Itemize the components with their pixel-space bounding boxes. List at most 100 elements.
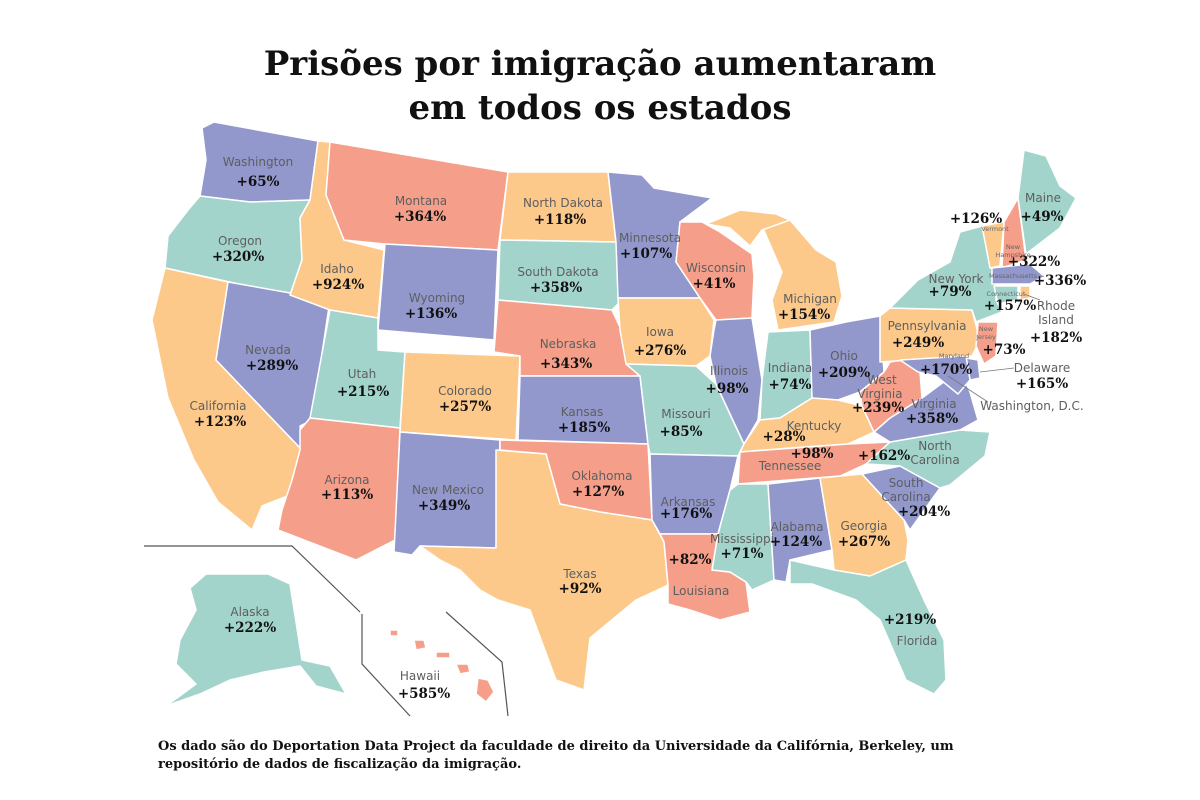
label-tennessee: Tennessee [758,459,822,473]
leader-delaware [979,367,1015,373]
value-vermont: +126% [950,211,1002,227]
label-massachusetts: Massachusetts [989,272,1038,280]
value-hawaii: +585% [398,686,450,702]
alaska-inset-frame [144,545,361,613]
label-michigan: Michigan [783,292,837,306]
value-alaska: +222% [224,620,276,636]
state-hawaii-oahu [413,639,427,651]
value-georgia: +267% [838,534,890,550]
label-south-carolina-2: Carolina [881,490,930,504]
state-wisconsin [675,221,755,321]
value-maryland: +170% [920,362,972,378]
state-michigan [761,219,843,331]
value-new-hampshire: +322% [1008,254,1060,270]
label-maine: Maine [1025,191,1061,205]
state-maine [1017,149,1077,255]
label-ohio: Ohio [830,349,858,363]
label-dc: Washington, D.C. [980,399,1083,413]
label-minnesota: Minnesota [619,231,681,245]
label-wyoming: Wyoming [409,291,465,305]
value-tennessee: +98% [791,446,834,462]
state-south-carolina [861,465,941,531]
label-vermont: Vermont [981,225,1009,233]
label-new-mexico: New Mexico [412,483,484,497]
label-alaska: Alaska [230,605,269,619]
leader-massachusetts [1037,275,1045,279]
label-virginia: Virginia [911,397,956,411]
state-massachusetts [991,263,1045,285]
label-utah: Utah [348,367,376,381]
leader-dc [947,375,989,403]
label-hawaii: Hawaii [400,669,440,683]
value-wyoming: +136% [405,306,457,322]
state-hawaii-kauai [389,629,399,637]
state-south-dakota [497,239,623,311]
label-idaho: Idaho [320,262,353,276]
label-kentucky: Kentucky [787,419,842,433]
value-michigan: +154% [778,307,830,323]
value-alabama: +124% [770,534,822,550]
label-south-carolina-1: South [889,476,924,490]
value-west-virginia: +239% [852,400,904,416]
state-hawaii-maui [455,663,471,675]
value-minnesota: +107% [620,246,672,262]
value-nebraska: +343% [540,356,592,372]
label-missouri: Missouri [661,407,710,421]
value-idaho: +924% [312,277,364,293]
state-vermont [981,221,1005,269]
state-hawaii-molokai [435,651,451,659]
value-ohio: +209% [818,365,870,381]
leader-rhode-island [1023,293,1041,301]
label-montana: Montana [395,194,447,208]
label-texas: Texas [562,567,596,581]
label-new-hampshire-1: New [1006,243,1021,251]
label-rhode-island-2: Island [1038,313,1074,327]
value-arkansas: +176% [660,506,712,522]
source-footnote: Os dado são do Deportation Data Project … [158,739,954,772]
value-washington: +65% [237,174,280,190]
value-california: +123% [194,414,246,430]
value-montana: +364% [394,209,446,225]
value-north-carolina: +162% [858,448,910,464]
label-north-dakota: North Dakota [523,196,603,210]
value-mississippi: +71% [721,546,764,562]
label-maryland: Maryland [939,352,969,360]
label-west-virginia-1: West [867,373,897,387]
state-texas [419,449,669,691]
value-missouri: +85% [660,424,703,440]
label-pennsylvania: Pennsylvania [888,319,967,333]
value-new-mexico: +349% [418,498,470,514]
label-new-hampshire-2: Hampshire [995,251,1030,259]
label-new-jersey-1: New [979,325,994,333]
label-wisconsin: Wisconsin [686,261,746,275]
value-kentucky: +28% [763,429,806,445]
hawaii-inset-frame-right [445,611,509,717]
label-connecticut: Connecticut [987,290,1026,298]
label-arizona: Arizona [324,473,369,487]
label-arkansas: Arkansas [661,495,716,509]
map-title: Prisões por imigração aumentaram em todo… [0,42,1200,130]
label-new-york: New York [929,272,984,286]
value-maine: +49% [1021,209,1064,225]
state-hawaii-island [475,677,495,703]
value-nevada: +289% [246,358,298,374]
state-connecticut [993,285,1019,305]
label-washington: Washington [223,155,294,169]
value-iowa: +276% [634,343,686,359]
value-delaware: +165% [1016,376,1068,392]
value-arizona: +113% [321,487,373,503]
value-pennsylvania: +249% [892,335,944,351]
label-oklahoma: Oklahoma [571,469,632,483]
value-oregon: +320% [212,249,264,265]
label-rhode-island-1: Rhode [1037,299,1075,313]
label-nevada: Nevada [245,343,291,357]
value-texas: +92% [559,581,602,597]
state-alaska [165,573,347,707]
value-louisiana: +82% [669,552,712,568]
value-north-dakota: +118% [534,212,586,228]
label-georgia: Georgia [840,519,887,533]
hawaii-inset-frame [361,614,411,717]
value-south-carolina: +204% [898,504,950,520]
value-new-york: +79% [929,284,972,300]
